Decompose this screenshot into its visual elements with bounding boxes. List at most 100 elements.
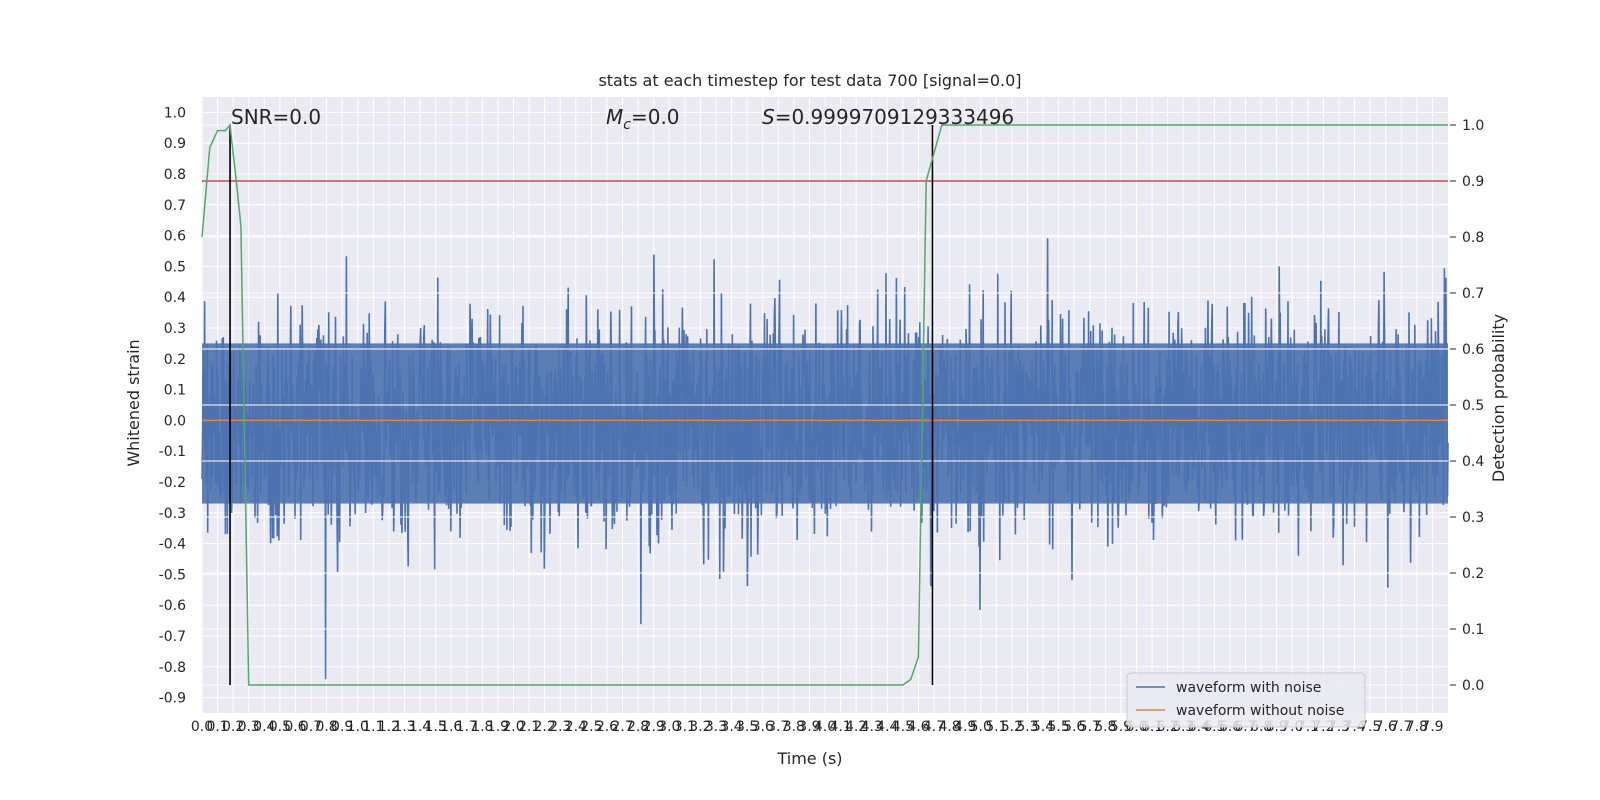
y-tick-label-right: 0.0 — [1462, 678, 1484, 694]
x-tick-label: 7.7 — [1390, 719, 1412, 735]
x-tick-label: 1.6 — [440, 719, 462, 735]
x-tick-label: 2.9 — [643, 719, 665, 735]
x-tick-label: 1.5 — [424, 719, 446, 735]
x-tick-label: 1.2 — [378, 719, 400, 735]
y-tick-label-right: 0.3 — [1462, 510, 1484, 526]
x-tick-label: 3.2 — [689, 719, 711, 735]
y-tick-label-left: -0.3 — [159, 506, 186, 522]
x-tick-label: 1.8 — [471, 719, 493, 735]
x-tick-label: 2.5 — [580, 719, 602, 735]
chart-title: stats at each timestep for test data 700… — [598, 71, 1021, 90]
x-tick-label: 3.4 — [720, 719, 742, 735]
x-tick-label: 4.8 — [938, 719, 960, 735]
y-tick-label-left: 0.5 — [164, 259, 186, 275]
x-tick-label: 0.6 — [284, 719, 306, 735]
y-axis-label-right: Detection probability — [1489, 314, 1508, 482]
y-tick-label-left: 0.9 — [164, 136, 186, 152]
x-tick-label: 3.7 — [767, 719, 789, 735]
x-tick-label: 0.0 — [191, 719, 213, 735]
x-tick-label: 4.9 — [954, 719, 976, 735]
y-tick-label-left: -0.8 — [159, 660, 186, 676]
x-tick-label: 4.6 — [907, 719, 929, 735]
y-tick-label-left: 0.0 — [164, 413, 186, 429]
x-tick-label: 0.7 — [300, 719, 322, 735]
y-ticks-left: 1.0 0.9 0.8 0.7 0.6 0.5 0.4 0.3 0.2 0.1 0.0 -0.1 -0.… — [159, 105, 186, 706]
x-axis-label: Time (s) — [776, 749, 842, 768]
x-tick-label: 5.1 — [985, 719, 1007, 735]
x-tick-label: 3.9 — [798, 719, 820, 735]
y-tick-label-left: -0.7 — [159, 629, 186, 645]
x-tick-label: 2.2 — [534, 719, 556, 735]
x-tick-label: 4.0 — [814, 719, 836, 735]
y-tick-label-left: 0.1 — [164, 383, 186, 399]
noise-dense-band — [202, 343, 1448, 504]
x-tick-label: 4.5 — [892, 719, 914, 735]
y-tick-label-left: -0.2 — [159, 475, 186, 491]
x-tick-label: 3.8 — [783, 719, 805, 735]
x-tick-label: 4.1 — [829, 719, 851, 735]
y-tick-label-left: 1.0 — [164, 105, 186, 121]
legend-box — [1126, 672, 1366, 728]
y-tick-label-left: 0.8 — [164, 167, 186, 183]
x-tick-label: 5.6 — [1063, 719, 1085, 735]
x-tick-label: 0.9 — [331, 719, 353, 735]
x-tick-label: 0.5 — [269, 719, 291, 735]
x-tick-label: 3.3 — [705, 719, 727, 735]
x-tick-label: 1.7 — [456, 719, 478, 735]
x-tick-label: 2.6 — [596, 719, 618, 735]
x-tick-label: 0.2 — [222, 719, 244, 735]
x-tick-label: 4.2 — [845, 719, 867, 735]
x-tick-label: 2.1 — [518, 719, 540, 735]
x-tick-label: 4.7 — [923, 719, 945, 735]
y-tick-label-left: -0.9 — [159, 691, 186, 707]
vertical-marker-lines — [229, 125, 934, 685]
y-tick-label-left: 0.4 — [164, 290, 186, 306]
x-tick-label: 0.8 — [315, 719, 337, 735]
y-tick-label-left: -0.5 — [159, 567, 186, 583]
y-ticks-right: 1.0 0.9 0.8 0.7 0.6 0.5 0.4 0.3 0.2 0.1 0.0 — [1450, 118, 1484, 694]
x-tick-label: 2.7 — [611, 719, 633, 735]
x-ticks: 0.00.10.20.30.40.50.60.70.80.91.01.11.21… — [191, 719, 1444, 735]
x-tick-label: 4.4 — [876, 719, 898, 735]
x-tick-label: 4.3 — [861, 719, 883, 735]
x-tick-label: 1.0 — [347, 719, 369, 735]
y-tick-label-right: 0.1 — [1462, 622, 1484, 638]
snr-annotation: SNR=0.0 — [231, 105, 321, 129]
x-tick-label: 5.5 — [1047, 719, 1069, 735]
s-annotation: S=0.9999709129333496 — [762, 105, 1014, 129]
y-tick-label-right: 0.6 — [1462, 342, 1484, 358]
y-tick-label-left: -0.4 — [159, 537, 186, 553]
x-tick-label: 3.0 — [658, 719, 680, 735]
x-tick-label: 5.7 — [1079, 719, 1101, 735]
y-tick-label-right: 0.4 — [1462, 454, 1484, 470]
y-tick-label-right: 1.0 — [1462, 118, 1484, 134]
y-tick-label-right: 0.5 — [1462, 398, 1484, 414]
x-tick-label: 1.3 — [393, 719, 415, 735]
y-tick-label-right: 0.9 — [1462, 174, 1484, 190]
x-tick-label: 2.0 — [502, 719, 524, 735]
legend: waveform with noise waveform without noi… — [1126, 672, 1366, 728]
series-waveform-with-noise — [201, 238, 1449, 680]
x-tick-label: 3.6 — [752, 719, 774, 735]
x-tick-label: 2.4 — [565, 719, 587, 735]
y-tick-label-right: 0.8 — [1462, 230, 1484, 246]
x-tick-label: 1.1 — [362, 719, 384, 735]
x-tick-label: 3.5 — [736, 719, 758, 735]
y-axis-label-left: Whitened strain — [124, 339, 143, 466]
x-tick-label: 5.0 — [970, 719, 992, 735]
legend-label-clean: waveform without noise — [1176, 703, 1344, 719]
x-tick-label: 5.3 — [1016, 719, 1038, 735]
series-detection-probability — [201, 123, 1448, 686]
y-tick-label-left: 0.2 — [164, 352, 186, 368]
x-tick-label: 5.8 — [1094, 719, 1116, 735]
y-tick-label-left: 0.3 — [164, 321, 186, 337]
y-tick-label-left: 0.6 — [164, 229, 186, 245]
x-tick-label: 7.9 — [1421, 719, 1443, 735]
y-tick-label-left: 0.7 — [164, 198, 186, 214]
x-tick-label: 0.3 — [238, 719, 260, 735]
x-tick-label: 0.1 — [206, 719, 228, 735]
x-tick-label: 5.9 — [1110, 719, 1132, 735]
x-tick-label: 2.3 — [549, 719, 571, 735]
x-tick-label: 1.9 — [487, 719, 509, 735]
